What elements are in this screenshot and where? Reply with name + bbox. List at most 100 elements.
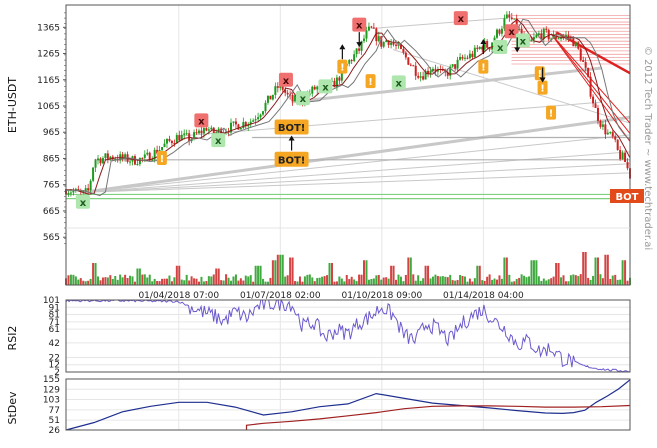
volume-bar <box>375 275 378 285</box>
volume-bar <box>271 260 274 285</box>
volume-bar <box>436 276 439 285</box>
candle-body <box>375 28 378 42</box>
volume-bar <box>89 278 92 285</box>
volume-bar <box>513 281 516 285</box>
volume-bar <box>486 276 489 285</box>
candle-body <box>390 42 393 45</box>
volume-bar <box>367 279 370 285</box>
candle-body <box>515 18 518 30</box>
volume-bar <box>402 281 405 285</box>
trend-line <box>82 115 631 194</box>
price-tick-label: 665 <box>43 207 60 217</box>
volume-bar <box>141 274 144 285</box>
volume-bar <box>532 260 535 285</box>
rsi-tick-label: 81 <box>49 311 60 321</box>
volume-bar <box>372 278 375 285</box>
candle-body <box>481 46 484 50</box>
rsi-axis-label: RSI2 <box>6 326 19 351</box>
candle-body <box>466 57 469 59</box>
candle-body <box>463 57 466 59</box>
volume-bar <box>523 275 526 285</box>
buy-signal-marker-label: ! <box>160 154 165 165</box>
volume-bar <box>153 278 156 285</box>
moving-average-slow <box>66 18 631 197</box>
volume-bar <box>562 275 565 285</box>
volume-bar <box>624 260 627 285</box>
candle-body <box>385 40 388 42</box>
candle-body <box>547 29 550 40</box>
volume-bar <box>215 268 218 285</box>
volume-bar <box>340 278 343 285</box>
buy-signal-marker-label: ! <box>368 77 373 88</box>
volume-bar <box>178 265 181 285</box>
volume-bar <box>114 276 117 285</box>
candle-body <box>269 95 272 100</box>
candle-body <box>552 34 555 39</box>
bot-signal-marker <box>274 151 309 167</box>
candle-body <box>161 147 164 151</box>
rsi-tick-label: 91 <box>49 303 60 313</box>
candle-body <box>387 40 390 45</box>
price-tick-label: 765 <box>43 181 60 191</box>
volume-bar <box>106 277 109 285</box>
candle-body <box>483 41 486 50</box>
price-tick-label: 965 <box>43 128 60 138</box>
candle-body <box>69 192 72 194</box>
volume-bar <box>72 274 75 285</box>
stdev-average-line <box>245 404 631 430</box>
sell-signal-marker <box>453 11 468 26</box>
trend-line <box>82 134 631 193</box>
volume-bar <box>557 263 560 285</box>
candle-body <box>170 140 173 144</box>
sell-signal-marker-label: x <box>198 116 205 127</box>
exit-signal-marker-label: x <box>520 36 527 47</box>
candle-body <box>601 124 604 127</box>
candle-body <box>87 188 90 191</box>
stdev-axis-label: StDev <box>6 391 19 425</box>
price-axis-label: ETH-USDT <box>6 77 19 133</box>
candle-body <box>227 131 230 133</box>
candle-body <box>151 159 154 161</box>
trend-line <box>370 17 506 30</box>
volume-bar <box>207 276 210 285</box>
candle-body <box>621 152 624 160</box>
candle-body <box>358 48 361 51</box>
volume-bar <box>417 275 420 285</box>
candle-body <box>136 164 139 166</box>
stdev-tick-label: 155 <box>43 375 60 385</box>
candle-body <box>409 64 412 66</box>
volume-bar <box>69 274 72 285</box>
candle-body <box>141 157 144 159</box>
volume-bar <box>409 257 412 285</box>
volume-bar <box>552 276 555 285</box>
volume-bar <box>234 274 237 285</box>
volume-bar <box>185 274 188 285</box>
candle-body <box>266 95 269 103</box>
candle-body <box>564 35 567 37</box>
candle-body <box>599 120 602 127</box>
volume-bar <box>298 276 301 285</box>
candle-body <box>496 29 499 38</box>
candle-body <box>446 72 449 76</box>
candle-body <box>441 69 444 71</box>
volume-bar <box>550 278 553 285</box>
stdev-panel-frame <box>65 378 631 431</box>
buy-signal-marker-label: ! <box>481 63 486 74</box>
volume-bar <box>473 278 476 285</box>
volume-bar <box>463 276 466 285</box>
candle-body <box>557 38 560 40</box>
candle-body <box>271 94 274 100</box>
candle-body <box>168 138 171 141</box>
volume-bar <box>308 274 311 285</box>
candle-body <box>353 54 356 62</box>
candle-body <box>363 38 366 42</box>
volume-bar <box>284 276 287 285</box>
volume-bar <box>259 265 262 285</box>
volume-bar <box>397 274 400 285</box>
candle-body <box>97 158 100 161</box>
volume-bar <box>476 265 479 285</box>
candle-body <box>449 66 452 76</box>
price-tag-label: BOT <box>616 192 639 203</box>
exit-signal-marker <box>318 79 333 94</box>
exit-signal-marker-label: x <box>80 198 87 209</box>
